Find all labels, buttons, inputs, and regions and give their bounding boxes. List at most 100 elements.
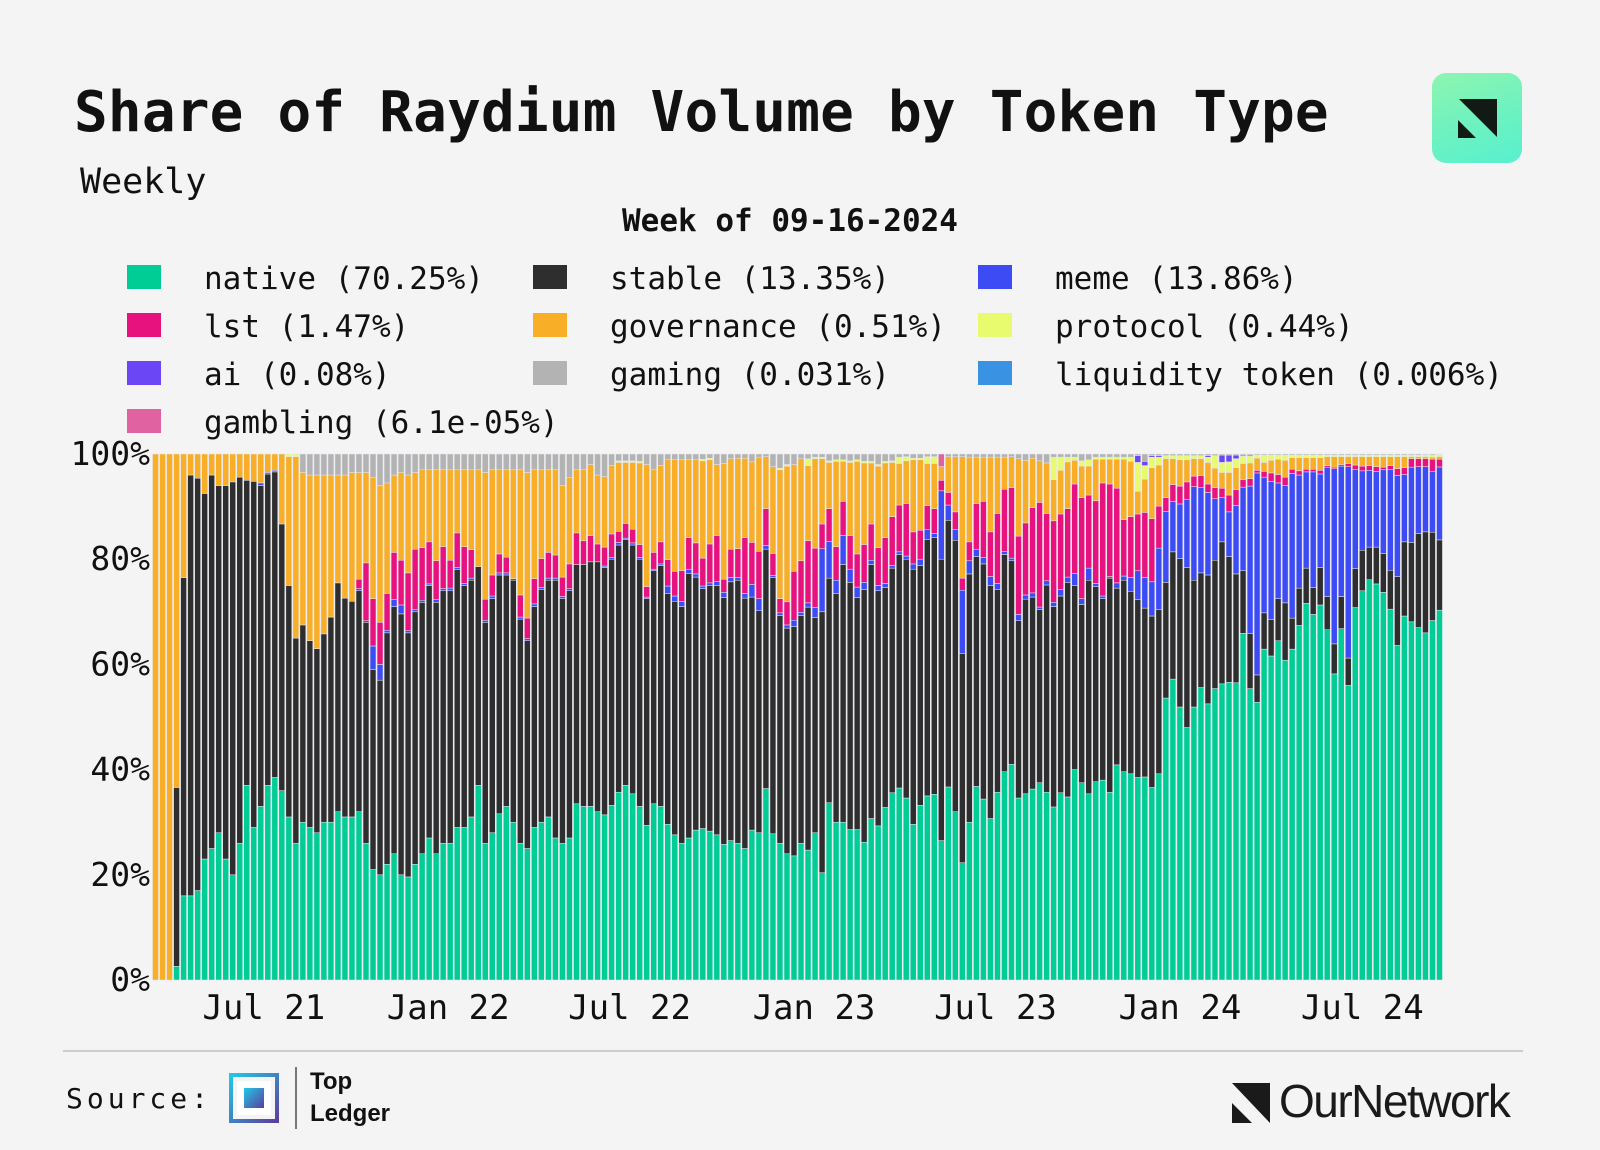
bar-segment-stable [1345, 657, 1352, 686]
bar-week-70 [643, 453, 650, 981]
bar-segment-governance [713, 464, 721, 536]
bar-week-95 [818, 453, 826, 981]
legend-label-governance: governance (0.51%) [610, 309, 946, 345]
bar-segment-native [678, 842, 685, 981]
bar-week-182 [1429, 453, 1436, 981]
bar-segment-governance [832, 461, 840, 547]
bar-segment-meme [496, 572, 503, 576]
bar-segment-lst [945, 492, 952, 506]
bar-segment-stable [552, 579, 559, 839]
bar-segment-native [229, 874, 236, 981]
bar-segment-governance [194, 453, 201, 479]
bar-segment-lst [734, 548, 742, 578]
bar-segment-protocol [1071, 456, 1078, 461]
bar-segment-gaming [362, 453, 370, 473]
bar-segment-gaming [559, 453, 566, 486]
bar-segment-meme [1253, 472, 1261, 676]
bar-segment-gaming [1331, 453, 1338, 456]
bar-segment-meme [1345, 466, 1352, 659]
bar-segment-meme [1029, 592, 1036, 598]
bar-segment-gaming [1246, 453, 1254, 456]
bar-segment-governance [1043, 462, 1050, 514]
bar-week-94 [811, 453, 819, 981]
bar-segment-native [580, 806, 587, 981]
bar-segment-lst [769, 553, 777, 576]
bar-week-108 [910, 453, 917, 981]
bar-segment-meme [931, 533, 938, 538]
bar-segment-lst [720, 578, 728, 593]
bar-segment-stable [1141, 607, 1149, 778]
bar-segment-stable [931, 537, 938, 795]
bar-segment-governance [383, 482, 391, 594]
bar-segment-governance [517, 469, 524, 596]
bar-segment-stable [1239, 570, 1247, 634]
bar-segment-governance [1408, 456, 1415, 459]
bar-segment-gaming [496, 453, 503, 471]
bar-week-53 [524, 453, 531, 981]
bar-segment-stable [699, 588, 706, 829]
bar-segment-meme [432, 599, 440, 603]
bar-segment-stable [1113, 587, 1120, 766]
bar-segment-native [1043, 791, 1050, 981]
bar-segment-governance [1183, 459, 1191, 483]
bar-segment-gaming [966, 453, 973, 458]
bar-segment-gaming [1274, 453, 1282, 456]
bar-segment-stable [1029, 596, 1036, 790]
bar-segment-stable [475, 566, 482, 786]
bar-segment-stable [720, 597, 728, 845]
bar-week-158 [1260, 453, 1268, 981]
bar-segment-lst [874, 547, 882, 586]
bar-segment-stable [439, 590, 447, 844]
bar-segment-governance [924, 463, 931, 506]
bar-week-93 [804, 453, 812, 981]
bar-segment-lst [454, 532, 461, 568]
bar-segment-meme [1324, 466, 1331, 597]
bar-segment-native [629, 793, 636, 981]
bar-segment-lst [994, 513, 1001, 584]
bar-segment-native [952, 811, 959, 981]
bar-week-12 [236, 453, 243, 981]
bar-segment-stable [180, 577, 187, 897]
bar-segment-gaming [425, 453, 433, 471]
bar-segment-governance [1317, 457, 1324, 471]
bar-segment-native [980, 798, 987, 981]
bar-segment-meme [1092, 583, 1099, 587]
bar-segment-native [1183, 727, 1191, 981]
bar-segment-governance [250, 453, 257, 482]
bar-segment-native [1211, 688, 1219, 981]
bar-segment-meme [1352, 469, 1359, 569]
bar-segment-lst [1422, 458, 1429, 467]
bar-segment-stable [671, 601, 678, 836]
bar-segment-governance [769, 466, 777, 554]
bar-segment-gaming [1099, 453, 1106, 458]
bar-segment-stable [187, 474, 194, 897]
bar-segment-stable [1373, 546, 1380, 585]
bar-segment-meme [734, 577, 742, 581]
bar-segment-lst [1232, 489, 1240, 506]
bar-segment-native [1078, 782, 1085, 981]
bar-segment-stable [973, 556, 980, 787]
bar-segment-stable [489, 598, 496, 833]
bar-segment-native [636, 806, 643, 981]
bar-segment-protocol [1127, 456, 1134, 462]
bar-segment-native [1422, 632, 1429, 981]
bar-segment-native [1092, 781, 1099, 981]
bar-week-28 [348, 453, 356, 981]
bar-segment-lst [418, 547, 426, 601]
bar-segment-lst [1415, 458, 1422, 467]
bar-segment-lst [1317, 470, 1324, 475]
bar-segment-lst [1225, 494, 1233, 513]
bar-segment-stable [755, 610, 763, 833]
bar-segment-lst [910, 531, 917, 565]
bar-segment-lst [489, 574, 496, 597]
bar-segment-native [1197, 687, 1205, 981]
bar-segment-governance [559, 485, 566, 578]
bar-segment-stable [896, 554, 903, 789]
bar-segment-gaming [489, 453, 496, 471]
bar-segment-governance [355, 472, 363, 580]
bar-week-47 [482, 453, 489, 981]
bar-week-163 [1295, 453, 1303, 981]
bar-segment-gaming [783, 453, 791, 465]
bar-segment-native [839, 821, 847, 981]
bar-segment-stable [1043, 584, 1050, 793]
